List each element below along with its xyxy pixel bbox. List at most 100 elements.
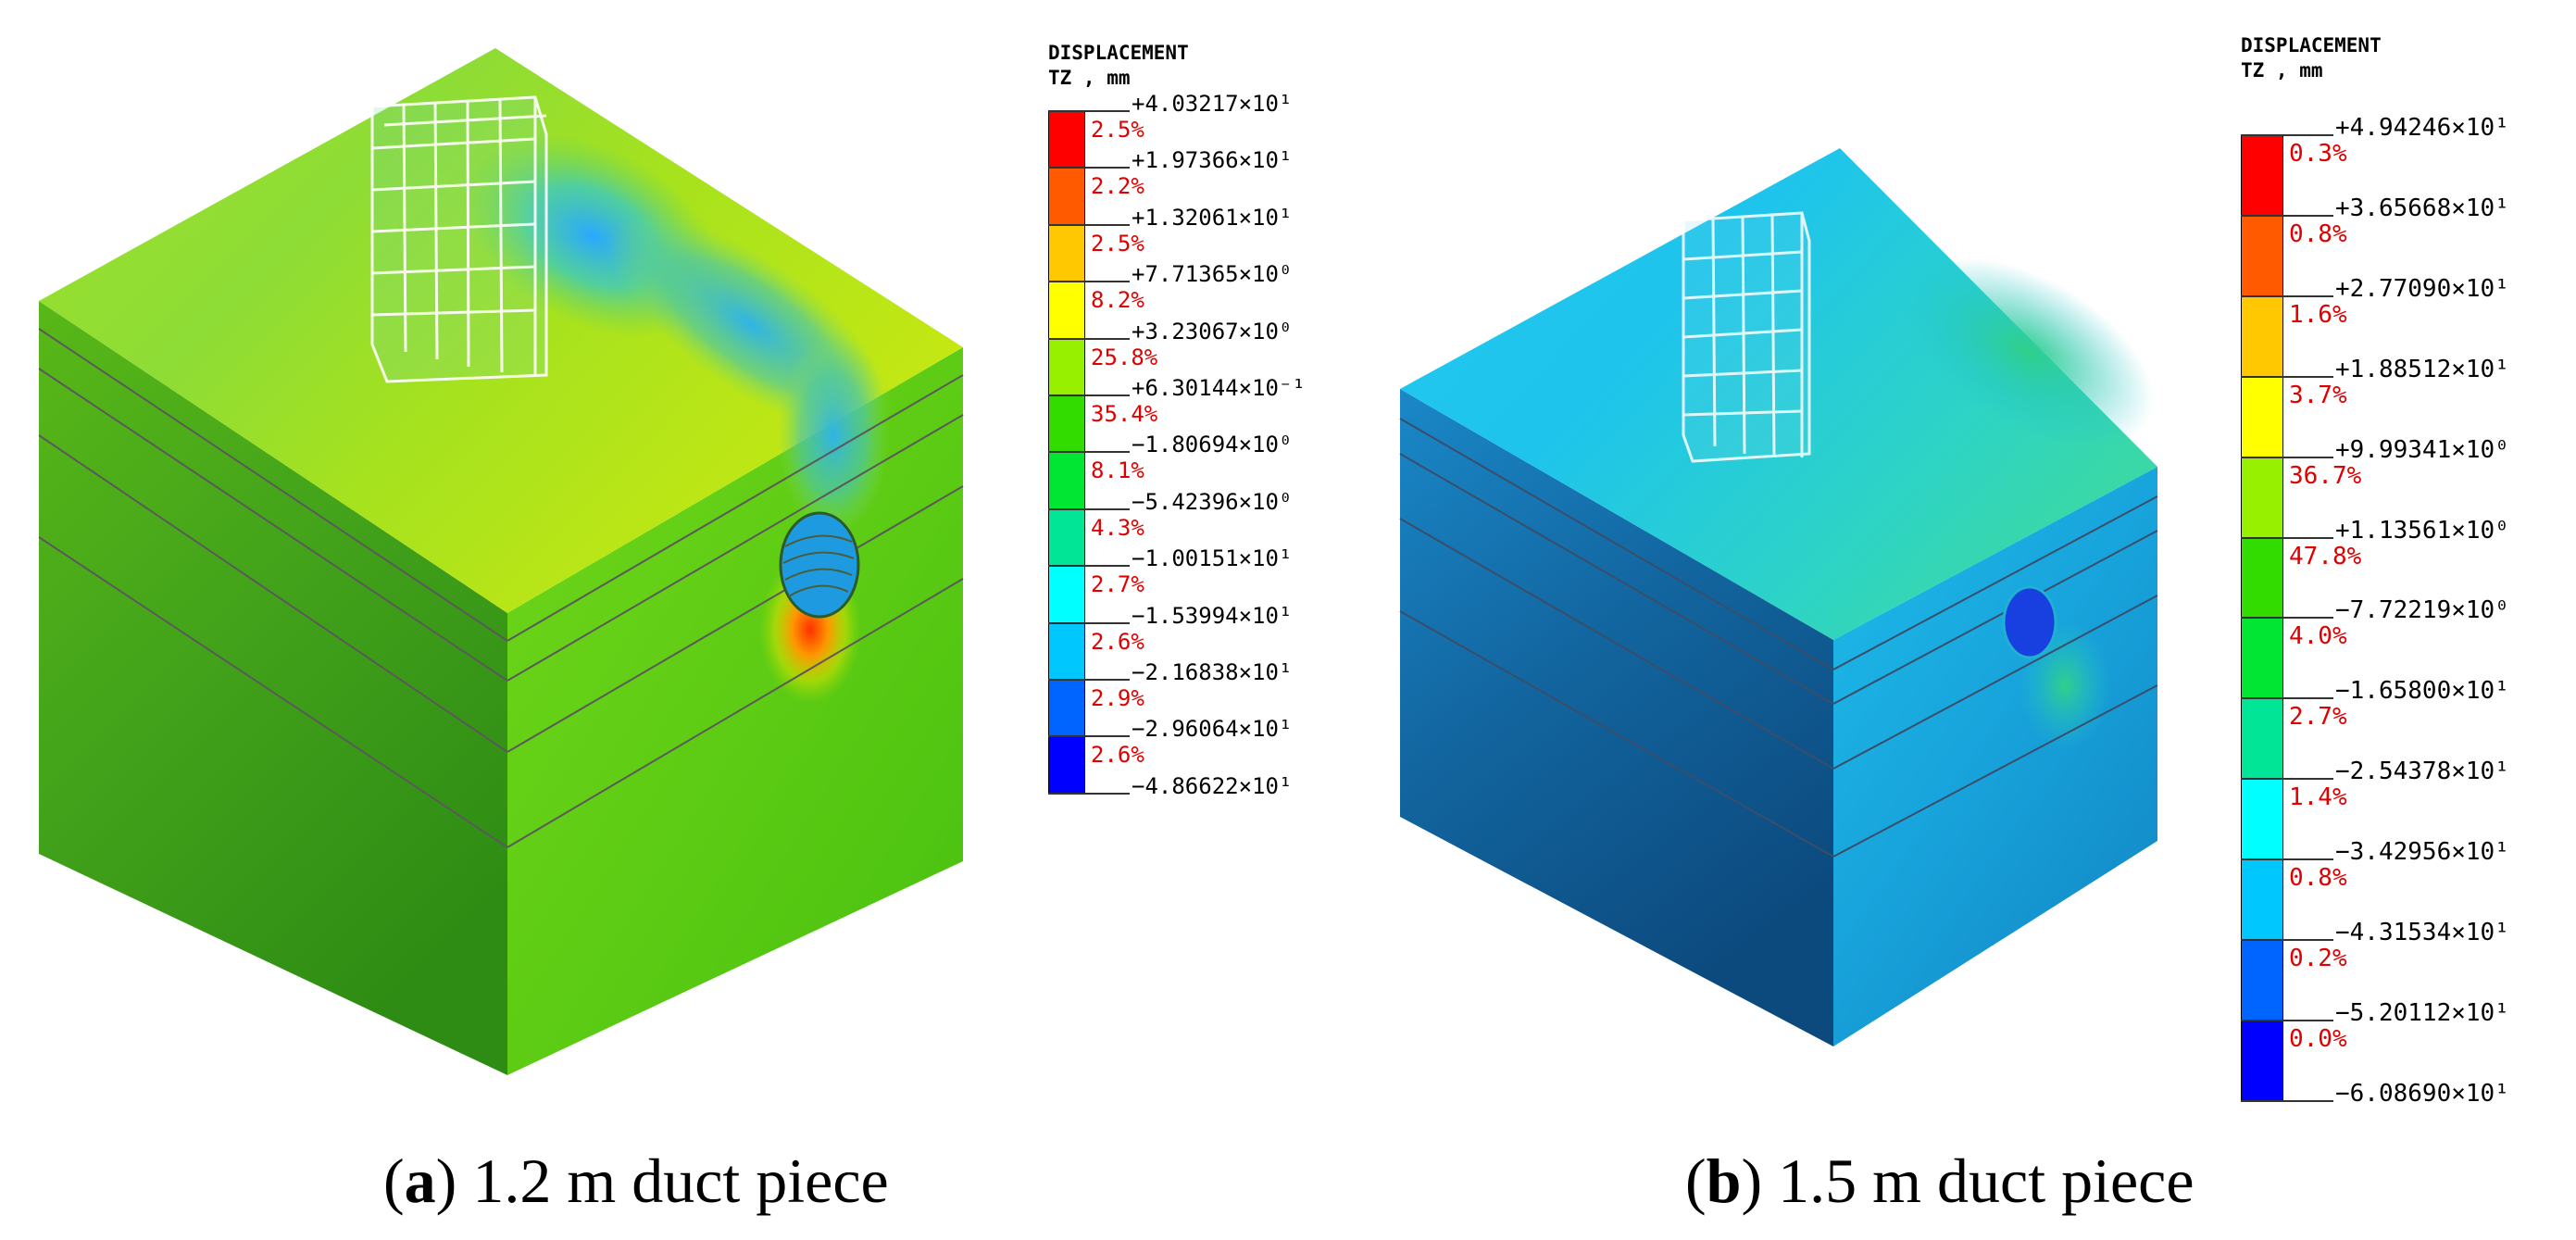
legend-tick-line: [1048, 451, 1130, 454]
legend-band-percent: 36.7%: [2289, 461, 2362, 490]
legend-tick-label: +4.03217×10¹: [1132, 91, 1293, 117]
legend-tick-label: +3.23067×10⁰: [1132, 318, 1293, 344]
legend-band-percent: 1.6%: [2289, 300, 2347, 329]
legend-color-band: [2241, 295, 2283, 377]
legend-tick-line: [1048, 395, 1130, 396]
legend-tick-line: [2241, 778, 2333, 781]
legend-band-percent: 25.8%: [1091, 344, 1158, 370]
caption-letter: b: [1706, 1146, 1742, 1216]
legend-tick-label: +7.71365×10⁰: [1132, 261, 1293, 288]
legend-tick-label: +1.13561×10⁰: [2335, 516, 2509, 545]
left-face: [1400, 389, 1833, 1046]
caption-letter: a: [404, 1146, 436, 1216]
legend-color-band: [2241, 135, 2283, 216]
legend-color-band: [1048, 224, 1085, 282]
soil-block-model-b: [1399, 148, 2158, 1046]
duct-opening: [2002, 585, 2057, 659]
legend-color-band: [2241, 940, 2283, 1021]
legend-color-band: [1048, 168, 1085, 225]
legend-band-percent: 3.7%: [2289, 381, 2347, 409]
legend-color-band: [1048, 566, 1085, 623]
legend-band-percent: 2.6%: [1091, 628, 1144, 655]
legend-tick-label: +4.94246×10¹: [2335, 114, 2509, 142]
legend-tick-line: [2241, 294, 2333, 297]
soil-block-model-a: [38, 48, 964, 1075]
legend-band-percent: 47.8%: [2289, 542, 2362, 570]
legend-tick-line: [2241, 617, 2333, 620]
legend-band-percent: 35.4%: [1091, 401, 1158, 427]
legend-tick-line: [2241, 536, 2333, 539]
legend-tick-label: +2.77090×10¹: [2335, 274, 2509, 303]
legend-color-band: [2241, 618, 2283, 699]
legend-tick-line: [1048, 223, 1130, 226]
caption-text: 1.5 m duct piece: [1762, 1146, 2195, 1216]
legend-band-percent: 0.8%: [2289, 219, 2347, 248]
legend-tick-label: −5.42396×10⁰: [1132, 488, 1293, 515]
caption-b: (b) 1.5 m duct piece: [1685, 1146, 2195, 1216]
legend-tick-label: −5.20112×10¹: [2335, 998, 2509, 1027]
legend-tick-line: [1048, 621, 1130, 624]
legend-tick-label: −1.53994×10¹: [1132, 602, 1293, 629]
legend-color-band: [2241, 698, 2283, 780]
legend-units: TZ , mm: [1048, 67, 1131, 89]
duct-opening: [779, 511, 860, 619]
legend-tick-line: [1048, 679, 1130, 681]
legend-band-percent: 4.0%: [2289, 622, 2347, 651]
top-face: [1400, 148, 2157, 640]
panel-b: DISPLACEMENT TZ , mm +4.94246×10¹ +3.6566…: [1315, 0, 2576, 1240]
left-face: [39, 301, 507, 1075]
legend-tick-line: [1048, 735, 1130, 738]
legend-tick-label: +3.65668×10¹: [2335, 194, 2509, 222]
legend-tick-label: −4.31534×10¹: [2335, 919, 2509, 946]
legend-band-percent: 2.9%: [1091, 685, 1144, 711]
right-face: [1833, 467, 2157, 1046]
legend-color-band: [2241, 457, 2283, 538]
legend-tick-line: [1048, 281, 1130, 283]
legend-color-band: [2241, 859, 2283, 940]
legend-tick-label: +1.32061×10¹: [1132, 204, 1293, 231]
legend-color-band: [1048, 680, 1085, 737]
legend-tick-label: −2.16838×10¹: [1132, 659, 1293, 685]
legend-band-percent: 1.4%: [2289, 783, 2347, 812]
legend-tick-line: [1048, 337, 1130, 340]
legend-tick-label: +6.30144×10⁻¹: [1132, 375, 1306, 401]
legend-b: DISPLACEMENT TZ , mm +4.94246×10¹ +3.6566…: [2241, 33, 2576, 1107]
legend-color-band: [1048, 622, 1085, 680]
legend-tick-label: +9.99341×10⁰: [2335, 435, 2509, 464]
legend-tick-label: −1.65800×10¹: [2335, 677, 2509, 706]
legend-tick-line: [2241, 134, 2333, 136]
legend-band-percent: 0.0%: [2289, 1024, 2347, 1053]
legend-band-percent: 2.7%: [2289, 703, 2347, 732]
reinforcement-cage: [1682, 211, 1811, 463]
legend-tick-line: [1048, 792, 1130, 795]
legend-tick-label: −6.08690×10¹: [2335, 1079, 2509, 1108]
legend-color-band: [1048, 736, 1085, 794]
legend-tick-line: [2241, 858, 2333, 861]
caption-a: (a) 1.2 m duct piece: [383, 1146, 889, 1216]
legend-color-band: [1048, 508, 1085, 567]
legend-tick-label: −3.42956×10¹: [2335, 838, 2509, 867]
legend-band-percent: 2.5%: [1091, 117, 1144, 143]
legend-tick-line: [2241, 1019, 2333, 1021]
legend-tick-label: +1.97366×10¹: [1132, 147, 1293, 174]
legend-tick-line: [1048, 565, 1130, 568]
legend-band-percent: 2.7%: [1091, 571, 1144, 598]
legend-tick-line: [2241, 697, 2333, 700]
legend-title: DISPLACEMENT: [2241, 34, 2382, 56]
legend-color-band: [1048, 282, 1085, 339]
legend-band-percent: 8.2%: [1091, 287, 1144, 314]
legend-color-band: [2241, 779, 2283, 860]
legend-band-percent: 2.2%: [1091, 173, 1144, 200]
legend-color-band: [1048, 338, 1085, 395]
legend-color-band: [1048, 395, 1085, 453]
legend-color-band: [2241, 376, 2283, 457]
legend-tick-label: −7.72219×10⁰: [2335, 596, 2509, 625]
legend-a: DISPLACEMENT TZ , mm +4.03217×10¹ +1.9736…: [1048, 41, 1315, 819]
legend-tick-line: [1048, 167, 1130, 169]
legend-tick-label: −1.80694×10⁰: [1132, 432, 1293, 458]
panel-a: DISPLACEMENT TZ , mm +4.03217×10¹ +1.9736…: [38, 41, 1315, 1216]
legend-band-percent: 0.8%: [2289, 864, 2347, 893]
legend-band-percent: 0.3%: [2289, 140, 2347, 168]
legend-color-band: [2241, 537, 2283, 619]
legend-tick-label: −2.96064×10¹: [1132, 716, 1293, 743]
